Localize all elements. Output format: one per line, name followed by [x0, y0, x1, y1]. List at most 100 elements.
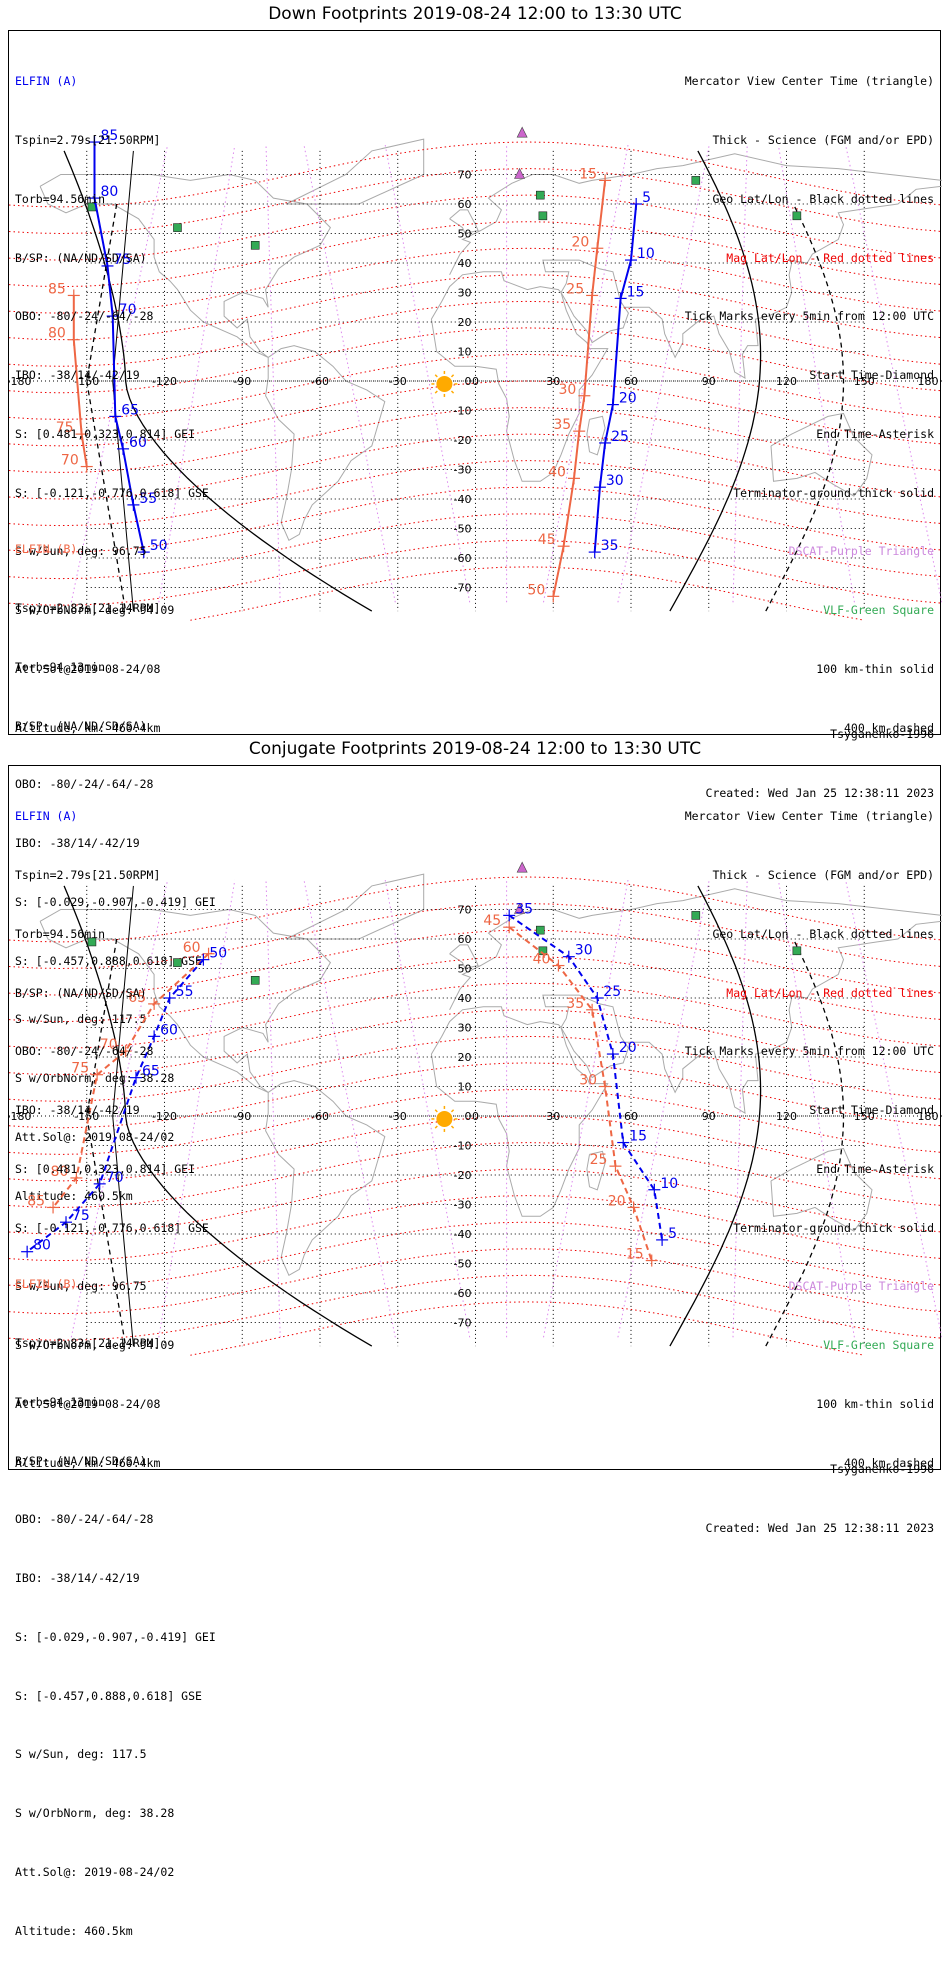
- elfin-b-line: S w/OrbNorm, deg: 38.28: [15, 1806, 175, 1821]
- mag-longitude-line: [303, 879, 396, 1338]
- mag-longitude-line: [384, 879, 471, 1338]
- elfin-a-line: S: [-0.121,-0.776,0.618] GSE: [15, 485, 209, 500]
- legend-item: Terminator-ground-thick solid: [733, 485, 934, 500]
- legend-item: DSCAT-Purple Triangle: [788, 1279, 934, 1294]
- elfin-a-tick-label: 75: [113, 252, 131, 268]
- legend-item: Geo Lat/Lon - Black dotted lines: [712, 191, 934, 206]
- conjugate-footprints-title: Conjugate Footprints 2019-08-24 12:00 to…: [248, 739, 702, 759]
- lat-tick-label: 20: [458, 316, 472, 329]
- terminator-100km-line: [112, 150, 134, 612]
- legend-item: Mercator View Center Time (triangle): [684, 809, 934, 824]
- mag-longitude-line: [543, 144, 629, 603]
- elfin-b-tick-label: 80: [51, 1164, 69, 1180]
- legend-item: DSCAT-Purple Triangle: [788, 544, 934, 559]
- mag-longitude-line: [777, 879, 855, 1338]
- elfin-b-tick-label: 70: [100, 1037, 118, 1053]
- elfin-b-tick-label: 45: [538, 532, 556, 548]
- lon-tick-label: 120: [776, 375, 797, 388]
- elfin-a-tick-label: 25: [603, 984, 621, 1000]
- legend-item: Thick - Science (FGM and/or EPD): [712, 132, 934, 147]
- elfin-a-line: OBO: -80/-24/-64/-28: [15, 1044, 154, 1059]
- elfin-a-tick-label: 80: [101, 184, 119, 200]
- elfin-a-line: S: [0.481,0.323,0.814] GEI: [15, 1161, 196, 1176]
- elfin-a-tick-label: 10: [637, 246, 655, 262]
- elfin-a-line: Att.Sol@2019-08-24/08: [15, 662, 161, 676]
- mag-longitude-line: [617, 144, 710, 603]
- sun-icon: [436, 1110, 453, 1127]
- lon-tick-label: 180: [918, 1110, 939, 1123]
- elfin-b-line: S w/Sun, deg: 117.5: [15, 1747, 147, 1762]
- legend-item: 400 km-dashed: [843, 720, 934, 735]
- elfin-a-tick-label: 5: [642, 190, 651, 206]
- conjugate-footprints-panel: -180 -150 -120 -90 -60 -30 0 30 60 90 120 150 180 70 6…: [8, 765, 942, 1938]
- terminator-100km-line: [112, 885, 134, 1347]
- mag-longitude-line: [70, 144, 169, 603]
- lat-tick-label: -50: [454, 1258, 472, 1271]
- lat-tick-label: 0: [465, 1110, 472, 1123]
- legend-item: Tick Marks every 5min from 12:00 UTC: [684, 309, 934, 324]
- legend-item: End Time-Asterisk: [816, 1161, 934, 1176]
- legend-item: Mercator View Center Time (triangle): [684, 74, 934, 89]
- elfin-b-line: IBO: -38/14/-42/19: [15, 1571, 140, 1586]
- elfin-a-line: Tspin=2.79s[21.50RPM]: [15, 867, 161, 882]
- vlf-square: [173, 958, 182, 967]
- mag-longitude-line: [384, 144, 471, 603]
- lat-tick-label: -20: [454, 1169, 472, 1182]
- down-footprints-panel: -180 -150 -120 -90 -60 -30 0 30 60 90 120 150 180 70 6…: [8, 30, 942, 1203]
- legend-item: Start Time-Diamond: [809, 1103, 934, 1118]
- elfin-a-line: IBO: -38/14/-42/19: [15, 1103, 140, 1118]
- lon-tick-label: 60: [624, 375, 638, 388]
- vlf-square: [691, 911, 701, 920]
- elfin-b-line: Torb=94.13min: [15, 659, 106, 674]
- elfin-b-tick-label: 30: [559, 382, 577, 398]
- elfin-a-line: Tspin=2.79s[21.50RPM]: [15, 132, 161, 147]
- elfin-b-tick-label: 35: [566, 996, 584, 1012]
- map-legend: Mercator View Center Time (triangle) Thi…: [685, 33, 934, 778]
- elfin-b-tick-label: 70: [61, 453, 79, 469]
- elfin-a-tick-label: 10: [660, 1176, 678, 1192]
- elfin-b-tick-label: 80: [48, 326, 66, 342]
- lon-tick-label: -120: [152, 375, 177, 388]
- coastline: [265, 1080, 386, 1277]
- elfin-b-tick-label: 35: [553, 417, 571, 433]
- elfin-a-tick-label: 60: [129, 435, 147, 451]
- mag-longitude-line: [158, 144, 236, 603]
- vlf-square: [535, 190, 545, 200]
- elfin-b-line: S: [-0.029,-0.907,-0.419] GEI: [15, 894, 216, 909]
- legend-item: Terminator-ground-thick solid: [733, 1220, 934, 1235]
- elfin-a-tick-label: 70: [106, 1170, 124, 1186]
- sun-ray: [450, 374, 455, 378]
- lat-tick-label: 40: [458, 257, 472, 270]
- lon-tick-label: 30: [546, 1110, 560, 1123]
- lon-tick-label: -150: [74, 1110, 99, 1123]
- elfin-a-tick-label: 30: [575, 943, 593, 959]
- elfin-b-track: [72, 295, 88, 467]
- lon-tick-label: -60: [311, 1110, 329, 1123]
- elfin-a-tick-label: 60: [160, 1022, 178, 1038]
- lon-tick-label: -150: [74, 375, 99, 388]
- elfin-b-line: OBO: -80/-24/-64/-28: [15, 777, 154, 792]
- lon-tick-label: 30: [546, 375, 560, 388]
- elfin-b-tick-label: 40: [548, 464, 566, 480]
- lon-tick-label: 0: [472, 1110, 479, 1123]
- sun-ray: [450, 1125, 455, 1129]
- elfin-a-line: B/SP: (NA/ND/SD/SA): [15, 250, 147, 265]
- coastline: [770, 1147, 873, 1232]
- coastline: [39, 173, 332, 358]
- vlf-square: [535, 925, 545, 935]
- elfin-b-line: Tspin=2.83s[21.14RPM]: [15, 1335, 161, 1350]
- model-info: Tsyganenko-1996 Created: Wed Jan 25 12:3…: [706, 1421, 934, 1578]
- elfin-a-label: ELFIN (A): [15, 74, 78, 89]
- elfin-b-line: Tspin=2.83s[21.14RPM]: [15, 600, 161, 615]
- lat-tick-label: 30: [458, 1022, 472, 1035]
- vlf-square: [691, 176, 701, 185]
- elfin-a-tick-label: 55: [139, 491, 157, 507]
- lon-tick-label: -120: [152, 1110, 177, 1123]
- lon-tick-label: 0: [472, 375, 479, 388]
- elfin-a-tick-label: 5: [668, 1226, 677, 1242]
- vlf-square: [538, 946, 548, 956]
- lat-tick-label: 60: [458, 198, 472, 211]
- lat-tick-label: -70: [454, 1317, 472, 1330]
- lat-tick-label: -60: [454, 1287, 472, 1300]
- lat-tick-label: -20: [454, 434, 472, 447]
